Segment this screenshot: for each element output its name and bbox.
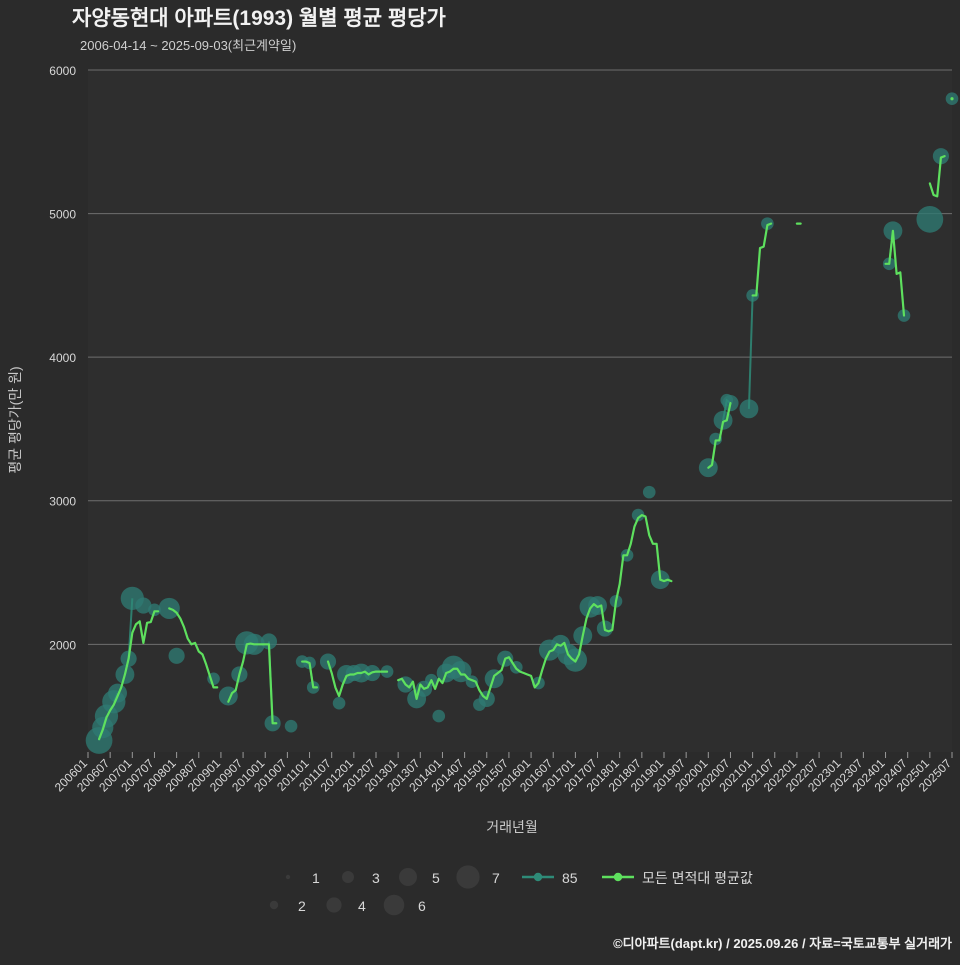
y-tick-label: 4000 bbox=[49, 351, 76, 365]
legend-size-label: 6 bbox=[418, 898, 426, 914]
data-bubble[interactable] bbox=[916, 205, 944, 233]
data-bubble[interactable] bbox=[168, 647, 185, 664]
series-average-line bbox=[97, 97, 954, 741]
legend-size-marker[interactable] bbox=[342, 871, 354, 883]
series-85-polyline bbox=[722, 398, 732, 421]
legend-size-marker[interactable] bbox=[326, 897, 342, 913]
data-bubble[interactable] bbox=[761, 217, 774, 230]
data-bubble[interactable] bbox=[588, 596, 607, 615]
legend-size-marker[interactable] bbox=[399, 868, 417, 886]
legend-size-label: 5 bbox=[432, 870, 440, 886]
legend-size-label: 1 bbox=[312, 870, 320, 886]
y-tick-label: 2000 bbox=[49, 638, 76, 652]
legend-size-marker[interactable] bbox=[456, 865, 480, 889]
gridlines bbox=[88, 69, 952, 645]
data-bubble[interactable] bbox=[332, 696, 346, 710]
legend-series-marker[interactable] bbox=[613, 872, 623, 882]
legend-size-label: 2 bbox=[298, 898, 306, 914]
series-85-polyline bbox=[112, 692, 119, 703]
data-bubble[interactable] bbox=[642, 485, 656, 499]
legend-size-label: 4 bbox=[358, 898, 366, 914]
y-tick-label: 5000 bbox=[49, 208, 76, 222]
legend-series-marker[interactable] bbox=[533, 872, 543, 882]
series-average-polyline bbox=[301, 660, 319, 689]
data-bubble[interactable] bbox=[631, 508, 645, 522]
legend-size-marker[interactable] bbox=[285, 874, 291, 880]
data-bubble[interactable] bbox=[432, 709, 446, 723]
series-average-polyline bbox=[707, 402, 732, 469]
data-bubble[interactable] bbox=[284, 719, 298, 733]
y-axis-title: 평균 평당가(만 원) bbox=[7, 366, 23, 473]
series-average-polyline bbox=[884, 229, 906, 317]
series-average-point bbox=[950, 97, 954, 101]
series-average-polyline bbox=[751, 222, 773, 297]
series-average-polyline bbox=[168, 607, 219, 689]
chart-legend[interactable]: 1 3 5 7 2 4 6 85 모든 면적대 평균값 bbox=[269, 865, 753, 916]
legend-series-label: 모든 면적대 평균값 bbox=[642, 870, 753, 886]
legend-size-marker[interactable] bbox=[269, 900, 279, 910]
legend-series-label: 85 bbox=[562, 870, 578, 886]
chart-subtitle: 2006-04-14 ~ 2025-09-03(최근계약일) bbox=[80, 38, 296, 53]
y-axis-tick-labels: 2000 3000 4000 5000 6000 bbox=[49, 64, 76, 652]
page-title: 자양동현대 아파트(1993) 월별 평균 평당가 bbox=[72, 7, 447, 30]
series-average-polyline bbox=[326, 660, 389, 698]
data-bubble[interactable] bbox=[932, 148, 950, 165]
legend-size-marker[interactable] bbox=[383, 894, 405, 916]
data-bubble[interactable] bbox=[709, 432, 722, 446]
series-average-polyline bbox=[97, 610, 160, 741]
plot-area-background bbox=[88, 70, 952, 752]
data-bubble[interactable] bbox=[148, 603, 161, 617]
footer-credit: ©디아파트(dapt.kr) / 2025.09.26 / 자료=국토교통부 실… bbox=[613, 936, 952, 951]
legend-size-label: 3 bbox=[372, 870, 380, 886]
plot-rect bbox=[88, 70, 952, 752]
data-bubble[interactable] bbox=[135, 597, 152, 614]
y-tick-label: 3000 bbox=[49, 495, 76, 509]
series-average-polyline bbox=[928, 155, 946, 198]
series-average-polyline bbox=[397, 513, 673, 700]
x-axis-title: 거래년월 bbox=[486, 819, 538, 835]
y-tick-label: 6000 bbox=[49, 64, 76, 78]
legend-size-label: 7 bbox=[492, 870, 500, 886]
series-85-polyline bbox=[747, 295, 754, 409]
series-average-polyline bbox=[227, 642, 278, 725]
